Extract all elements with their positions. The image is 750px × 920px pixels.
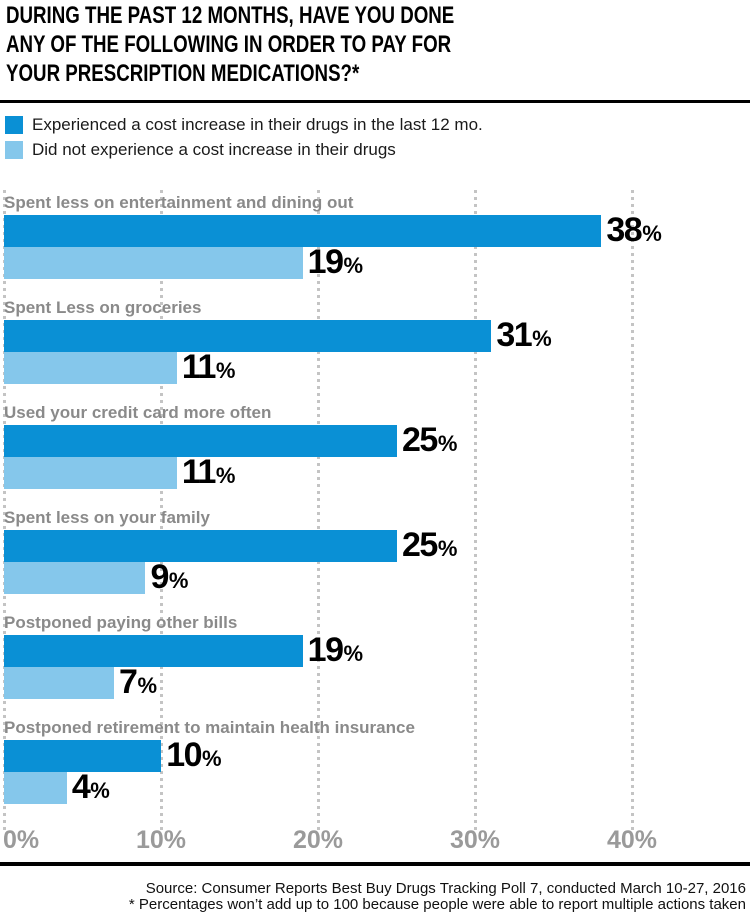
title-line-1: DURING THE PAST 12 MONTHS, HAVE YOU DONE (6, 2, 455, 29)
value-percent-sign: % (215, 463, 236, 488)
category-label: Postponed retirement to maintain health … (4, 718, 415, 737)
value-number: 31 (496, 316, 532, 354)
value-percent-sign: % (532, 326, 552, 351)
bar-cost-increase (4, 320, 492, 352)
value-label-no-cost-increase: 11% (182, 453, 236, 492)
bar-group: Spent less on your family 25% 9% (0, 508, 750, 613)
value-number: 10 (166, 736, 202, 774)
x-axis-tick-30: 30% (449, 826, 501, 854)
bar-groups: Spent less on entertainment and dining o… (0, 193, 750, 823)
category-label: Used your credit card more often (4, 403, 272, 422)
value-number: 38 (606, 211, 642, 249)
value-percent-sign: % (137, 673, 158, 698)
bar-cost-increase (4, 215, 602, 247)
value-number: 4 (71, 768, 91, 806)
source-text: Source: Consumer Reports Best Buy Drugs … (145, 880, 746, 897)
category-label: Spent Less on groceries (4, 298, 202, 317)
value-number: 9 (150, 558, 169, 596)
value-percent-sign: % (437, 536, 458, 561)
x-axis-tick-10: 10% (135, 826, 187, 854)
legend-swatch-light-blue (5, 140, 23, 159)
value-label-no-cost-increase: 9% (150, 558, 188, 597)
gridline-10 (159, 190, 163, 830)
bar-no-cost-increase (4, 247, 303, 279)
value-label-cost-increase: 25% (402, 421, 457, 460)
value-number: 25 (402, 421, 438, 459)
value-label-cost-increase: 19% (308, 631, 363, 670)
value-percent-sign: % (343, 641, 364, 666)
bar-cost-increase (4, 740, 162, 772)
gridline-30 (474, 190, 478, 830)
value-number: 19 (307, 631, 344, 669)
bar-cost-increase (4, 530, 397, 562)
bar-cost-increase (4, 635, 303, 667)
value-label-cost-increase: 25% (402, 526, 457, 565)
value-label-cost-increase: 38% (606, 211, 661, 250)
bar-no-cost-increase (4, 562, 146, 594)
bar-no-cost-increase (4, 667, 115, 699)
value-label-cost-increase: 31% (496, 316, 551, 355)
gridline-0 (2, 190, 6, 830)
bar-group: Postponed retirement to maintain health … (0, 718, 750, 823)
bottom-rule (0, 862, 750, 866)
value-percent-sign: % (215, 358, 236, 383)
category-label: Spent less on your family (4, 508, 210, 527)
chart-legend: Experienced a cost increase in their dru… (5, 112, 483, 162)
value-percent-sign: % (90, 778, 110, 803)
gridline-40 (631, 190, 635, 830)
x-axis-tick-0: 0% (3, 826, 40, 854)
plot-area: Spent less on entertainment and dining o… (0, 190, 750, 830)
value-percent-sign: % (437, 431, 458, 456)
bar-no-cost-increase (4, 457, 177, 489)
value-number: 25 (402, 526, 438, 564)
legend-label: Did not experience a cost increase in th… (32, 139, 396, 159)
footnote-text: * Percentages won’t add up to 100 becaus… (128, 896, 746, 913)
value-percent-sign: % (343, 253, 364, 278)
bar-cost-increase (4, 425, 397, 457)
value-label-no-cost-increase: 19% (308, 243, 363, 282)
footer: Source: Consumer Reports Best Buy Drugs … (129, 881, 746, 913)
category-label: Spent less on entertainment and dining o… (4, 193, 354, 212)
gridline-20 (316, 190, 320, 830)
bar-no-cost-increase (4, 772, 67, 804)
title-line-3: YOUR PRESCRIPTION MEDICATIONS?* (6, 60, 360, 87)
title-divider-rule (0, 100, 750, 103)
value-percent-sign: % (642, 221, 662, 246)
bar-group: Postponed paying other bills 19% 7% (0, 613, 750, 718)
bar-group: Spent less on entertainment and dining o… (0, 193, 750, 298)
value-label-cost-increase: 10% (166, 736, 221, 775)
legend-label: Experienced a cost increase in their dru… (32, 114, 483, 134)
page-title: DURING THE PAST 12 MONTHS, HAVE YOU DONE… (6, 1, 581, 88)
value-label-no-cost-increase: 11% (182, 348, 236, 387)
title-line-2: ANY OF THE FOLLOWING IN ORDER TO PAY FOR (6, 31, 452, 58)
legend-item-cost-increase: Experienced a cost increase in their dru… (5, 112, 483, 137)
value-number: 11 (181, 453, 216, 491)
legend-item-no-cost-increase: Did not experience a cost increase in th… (5, 137, 483, 162)
bar-group: Used your credit card more often 25% 11% (0, 403, 750, 508)
legend-swatch-dark-blue (5, 115, 23, 134)
value-percent-sign: % (202, 746, 222, 771)
value-number: 19 (307, 243, 344, 281)
x-axis-tick-20: 20% (292, 826, 344, 854)
value-percent-sign: % (168, 568, 189, 593)
bar-no-cost-increase (4, 352, 177, 384)
value-label-no-cost-increase: 7% (119, 663, 157, 702)
value-number: 7 (119, 663, 138, 701)
category-label: Postponed paying other bills (4, 613, 238, 632)
value-label-no-cost-increase: 4% (72, 768, 110, 807)
x-axis-tick-40: 40% (606, 826, 658, 854)
value-number: 11 (181, 348, 216, 386)
bar-group: Spent Less on groceries 31% 11% (0, 298, 750, 403)
